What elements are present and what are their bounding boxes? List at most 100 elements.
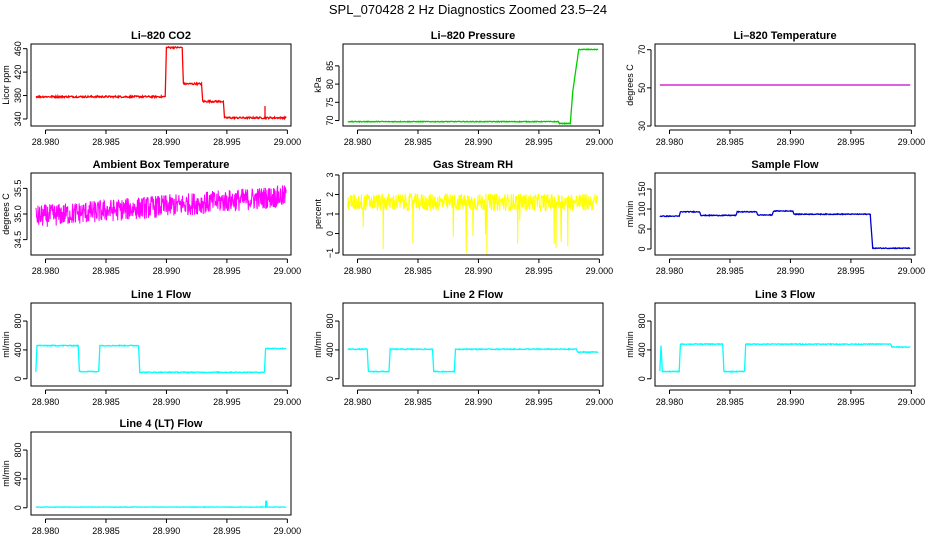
x-tick-label: 28.980 bbox=[656, 137, 684, 147]
y-axis-label: kPa bbox=[313, 77, 323, 93]
plot-frame bbox=[654, 43, 916, 127]
x-tick-label: 28.995 bbox=[525, 266, 553, 276]
x-tick-label: 28.985 bbox=[404, 266, 432, 276]
y-tick-label: 35.0 bbox=[13, 205, 23, 223]
y-axis-label: percent bbox=[313, 198, 323, 229]
x-tick-label: 29.000 bbox=[274, 137, 302, 147]
panel-title: Line 2 Flow bbox=[443, 289, 503, 301]
x-axis: 28.980 28.985 28.990 28.995 29.000 bbox=[656, 129, 926, 147]
y-tick-label: 0 bbox=[13, 376, 23, 381]
y-axis: 0 50 100 150 bbox=[637, 181, 652, 252]
series-line bbox=[35, 185, 287, 227]
x-tick-label: 28.990 bbox=[153, 526, 181, 536]
x-tick-label: 28.980 bbox=[656, 266, 684, 276]
y-tick-label: 0 bbox=[325, 231, 335, 236]
x-tick-label: 28.985 bbox=[716, 266, 744, 276]
y-tick-label: 380 bbox=[13, 88, 23, 103]
panel-6: Line 1 Flow 28.980 28.985 28.990 28.995 29.00… bbox=[1, 289, 301, 407]
x-tick-label: 28.990 bbox=[777, 266, 805, 276]
y-axis-label: degrees C bbox=[625, 64, 635, 106]
x-tick-label: 28.990 bbox=[465, 137, 493, 147]
y-tick-label: 50 bbox=[637, 224, 647, 234]
y-tick-label: 34.5 bbox=[13, 231, 23, 249]
y-tick-label: 50 bbox=[637, 83, 647, 93]
panel-2: Li–820 Temperature 28.980 28.985 28.990 28.9… bbox=[625, 30, 925, 147]
series-line bbox=[35, 500, 287, 509]
panel-title: Line 3 Flow bbox=[755, 289, 815, 301]
x-tick-label: 28.995 bbox=[525, 137, 553, 147]
x-axis: 28.980 28.985 28.990 28.995 29.000 bbox=[344, 389, 614, 407]
x-tick-label: 28.985 bbox=[92, 526, 120, 536]
x-tick-label: 28.995 bbox=[213, 266, 241, 276]
x-tick-label: 29.000 bbox=[274, 397, 302, 407]
y-axis-label: ml/min bbox=[625, 201, 635, 228]
series-line bbox=[35, 344, 287, 374]
x-tick-label: 28.985 bbox=[404, 137, 432, 147]
panel-0: Li–820 CO2 28.980 28.985 28.990 28.995 29.000… bbox=[1, 30, 301, 147]
x-tick-label: 28.980 bbox=[656, 397, 684, 407]
y-tick-label: 400 bbox=[13, 342, 23, 357]
panel-title: Li–820 Pressure bbox=[431, 30, 515, 42]
x-tick-label: 28.985 bbox=[92, 266, 120, 276]
series-line bbox=[35, 45, 287, 121]
y-axis: 0 400 800 bbox=[13, 314, 28, 381]
y-tick-label: 460 bbox=[13, 41, 23, 56]
series-line bbox=[347, 192, 599, 255]
y-tick-label: 2 bbox=[325, 192, 335, 197]
y-tick-label: −1 bbox=[325, 248, 335, 258]
x-tick-label: 28.990 bbox=[465, 397, 493, 407]
y-axis: 0 400 800 bbox=[637, 314, 652, 381]
x-axis: 28.980 28.985 28.990 28.995 29.000 bbox=[32, 389, 302, 407]
x-tick-label: 28.995 bbox=[837, 266, 865, 276]
panel-title: Li–820 CO2 bbox=[131, 30, 191, 42]
y-tick-label: 400 bbox=[637, 342, 647, 357]
y-tick-label: 70 bbox=[637, 45, 647, 55]
y-tick-label: 85 bbox=[325, 61, 335, 71]
y-axis: 30 50 70 bbox=[637, 45, 652, 131]
y-tick-label: 70 bbox=[325, 116, 335, 126]
panel-7: Line 2 Flow 28.980 28.985 28.990 28.995 29.00… bbox=[313, 289, 613, 407]
x-axis: 28.980 28.985 28.990 28.995 29.000 bbox=[32, 518, 302, 536]
x-tick-label: 28.990 bbox=[153, 137, 181, 147]
panel-title: Gas Stream RH bbox=[433, 159, 513, 171]
x-tick-label: 28.990 bbox=[153, 397, 181, 407]
x-tick-label: 28.995 bbox=[213, 397, 241, 407]
y-axis: 340 380 420 460 bbox=[13, 41, 28, 126]
x-axis: 28.980 28.985 28.990 28.995 29.000 bbox=[656, 389, 925, 407]
panel-9: Line 4 (LT) Flow 28.980 28.985 28.990 28.995… bbox=[1, 418, 301, 536]
y-axis: 34.5 35.0 35.5 bbox=[13, 180, 28, 249]
y-axis-label: degrees C bbox=[1, 193, 11, 235]
x-tick-label: 29.000 bbox=[586, 397, 614, 407]
x-axis: 28.980 28.985 28.990 28.995 29.000 bbox=[344, 129, 614, 147]
panel-title: Line 4 (LT) Flow bbox=[120, 418, 203, 430]
x-tick-label: 29.000 bbox=[586, 137, 614, 147]
y-tick-label: 400 bbox=[325, 342, 335, 357]
panel-4: Gas Stream RH 28.980 28.985 28.990 28.995 29.… bbox=[313, 159, 613, 276]
plot-frame bbox=[30, 431, 292, 516]
x-tick-label: 28.980 bbox=[32, 137, 60, 147]
y-tick-label: 75 bbox=[325, 97, 335, 107]
y-tick-label: 420 bbox=[13, 65, 23, 80]
x-tick-label: 28.995 bbox=[213, 526, 241, 536]
panel-title: Li–820 Temperature bbox=[733, 30, 836, 42]
y-tick-label: 100 bbox=[637, 201, 647, 216]
x-tick-label: 28.980 bbox=[32, 397, 60, 407]
x-tick-label: 28.985 bbox=[92, 137, 120, 147]
y-tick-label: 30 bbox=[637, 121, 647, 131]
y-tick-label: 35.5 bbox=[13, 180, 23, 198]
plot-frame bbox=[654, 302, 916, 387]
y-tick-label: 80 bbox=[325, 79, 335, 89]
y-tick-label: 3 bbox=[325, 172, 335, 177]
x-tick-label: 29.000 bbox=[898, 137, 926, 147]
x-tick-label: 28.995 bbox=[837, 397, 865, 407]
series-line bbox=[347, 347, 599, 374]
x-tick-label: 28.980 bbox=[32, 266, 60, 276]
y-tick-label: 800 bbox=[325, 314, 335, 329]
x-tick-label: 29.000 bbox=[274, 526, 302, 536]
plot-frame bbox=[30, 43, 292, 127]
x-tick-label: 29.000 bbox=[898, 266, 926, 276]
y-tick-label: 340 bbox=[13, 111, 23, 126]
x-tick-label: 28.985 bbox=[404, 397, 432, 407]
